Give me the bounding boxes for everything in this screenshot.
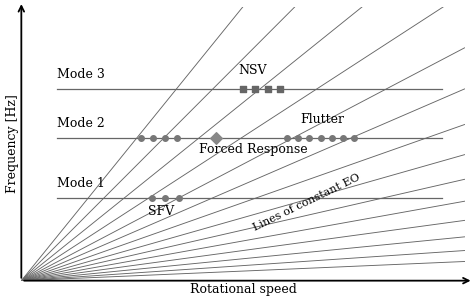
- Text: Flutter: Flutter: [301, 113, 345, 126]
- Point: [239, 86, 247, 91]
- Point: [339, 136, 346, 141]
- Point: [328, 136, 336, 141]
- Point: [306, 136, 313, 141]
- Text: Lines of constant EO: Lines of constant EO: [252, 172, 362, 233]
- Text: Mode 2: Mode 2: [57, 117, 105, 130]
- Point: [175, 196, 182, 201]
- Point: [161, 136, 169, 141]
- Point: [137, 136, 145, 141]
- X-axis label: Rotational speed: Rotational speed: [190, 284, 296, 297]
- Text: SFV: SFV: [147, 205, 174, 218]
- Text: Mode 3: Mode 3: [57, 68, 105, 81]
- Point: [252, 86, 259, 91]
- Text: NSV: NSV: [238, 64, 267, 77]
- Point: [149, 136, 157, 141]
- Point: [350, 136, 357, 141]
- Point: [212, 136, 220, 141]
- Point: [294, 136, 302, 141]
- Point: [283, 136, 291, 141]
- Text: Forced Response: Forced Response: [199, 143, 307, 156]
- Point: [276, 86, 284, 91]
- Point: [264, 86, 272, 91]
- Point: [173, 136, 181, 141]
- Point: [162, 196, 169, 201]
- Point: [148, 196, 156, 201]
- Point: [317, 136, 324, 141]
- Y-axis label: Frequency [Hz]: Frequency [Hz]: [6, 94, 18, 193]
- Text: Mode 1: Mode 1: [57, 177, 105, 190]
